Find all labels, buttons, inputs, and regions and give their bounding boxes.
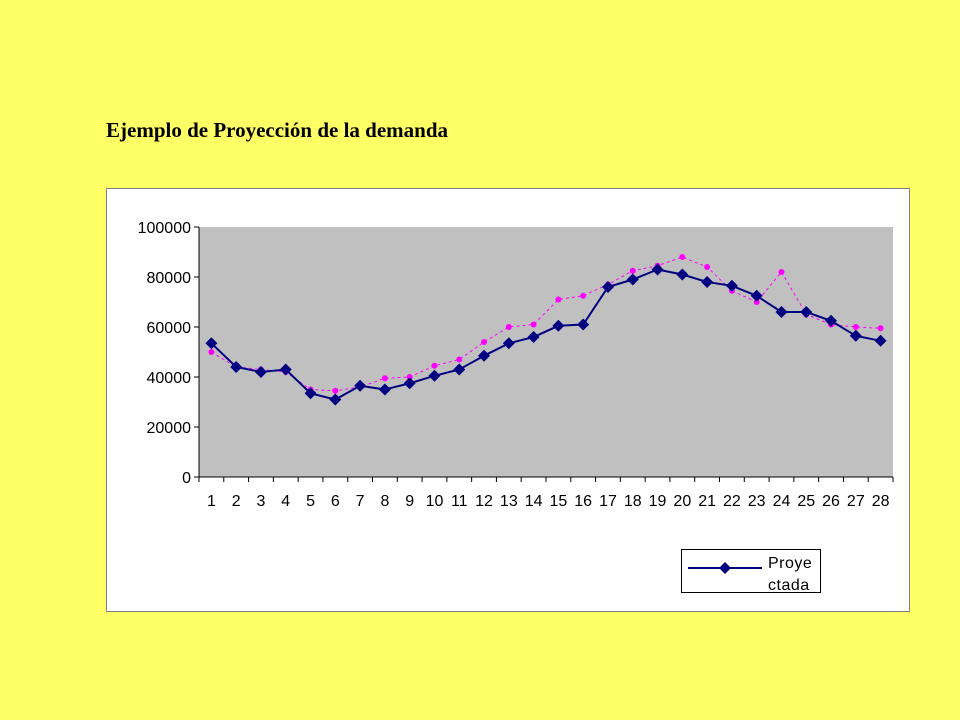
data-point-circle [555,296,562,303]
data-point-diamond [676,268,689,281]
data-point-circle [778,269,785,275]
y-tick-label: 60000 [147,320,192,337]
data-point-diamond [329,393,342,406]
data-point-diamond [254,366,267,378]
x-tick-label: 10 [426,493,444,510]
data-point-diamond [552,319,565,332]
data-point-circle [406,374,413,380]
data-point-circle [852,324,859,330]
x-tick-label: 26 [822,493,840,510]
data-point-diamond [230,361,243,373]
data-point-diamond [775,306,788,318]
plot-area [199,227,893,477]
data-point-circle [679,254,686,260]
data-point-diamond [725,279,738,292]
data-point-diamond [527,331,540,343]
series-layer [205,254,887,406]
data-point-circle [456,356,463,363]
x-tick-label: 7 [356,493,365,510]
data-point-diamond [428,369,441,382]
x-tick-label: 11 [451,493,468,510]
x-tick-label: 22 [723,493,741,510]
x-tick-label: 19 [649,493,667,510]
legend-series-symbol [688,562,762,574]
x-tick-label: 6 [331,493,340,510]
data-point-circle [877,325,884,332]
x-tick-label: 25 [797,493,815,510]
data-point-diamond [577,318,590,331]
y-tick-label: 0 [182,470,191,487]
data-point-diamond [849,329,862,342]
x-tick-label: 20 [673,493,691,510]
slide-title: Ejemplo de Proyección de la demanda [106,118,449,142]
y-tick-label: 40000 [147,370,192,387]
x-tick-label: 27 [847,493,865,510]
x-tick-label: 14 [525,493,543,510]
legend: Proyectada [681,549,821,593]
data-point-circle [530,321,537,328]
data-point-circle [381,375,388,382]
data-point-diamond [701,276,714,288]
data-point-diamond [279,363,292,376]
data-point-diamond [502,337,515,350]
data-point-circle [505,324,512,330]
y-tick-label: 100000 [138,220,191,237]
data-point-diamond [304,387,317,400]
data-point-diamond [750,289,763,302]
legend-series-label: Proyectada [768,555,813,593]
x-tick-label: 18 [624,493,642,510]
series-line [210,268,881,401]
data-point-diamond [601,281,614,293]
data-point-circle [629,267,636,274]
data-point-diamond [874,334,887,347]
data-point-diamond [651,263,664,276]
x-tick-label: 1 [207,493,216,510]
series-line [211,256,881,392]
data-point-circle [332,387,339,394]
x-tick-label: 9 [405,493,414,510]
data-point-circle [431,362,438,369]
data-point-diamond [825,314,838,327]
x-tick-label: 16 [574,493,592,510]
x-tick-label: 2 [232,493,241,510]
x-tick-label: 3 [257,493,266,510]
data-point-circle [208,349,215,355]
x-tick-label: 5 [306,493,315,510]
data-point-circle [704,264,711,270]
data-point-circle [580,292,587,299]
x-tick-label: 21 [698,493,716,510]
y-tick-label: 20000 [147,420,192,437]
data-point-circle [753,299,760,305]
x-tick-label: 24 [773,493,791,510]
x-tick-label: 28 [872,493,890,510]
x-tick-label: 23 [748,493,766,510]
data-point-diamond [478,349,491,362]
y-tick-label: 80000 [147,270,192,287]
data-point-diamond [403,377,416,390]
data-point-diamond [205,337,218,350]
x-tick-label: 15 [549,493,567,510]
x-tick-label: 17 [599,493,617,510]
x-tick-label: 4 [281,493,290,510]
data-point-circle [481,339,488,345]
chart-frame: 0 20000 40000 60000 80000 100000 1 2 3 4 5 6 7 8 9 10 11… [106,188,910,612]
data-point-diamond [354,379,367,392]
x-tick-label: 12 [475,493,493,510]
data-point-diamond [800,306,813,318]
x-tick-label: 13 [500,493,518,510]
data-point-diamond [378,383,391,396]
data-point-diamond [626,273,639,286]
data-point-diamond [453,363,466,376]
x-tick-label: 8 [380,493,389,510]
